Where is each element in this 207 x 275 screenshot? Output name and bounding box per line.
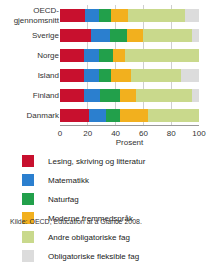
svg-text:Danmark: Danmark: [27, 111, 60, 120]
svg-text:Finland: Finland: [33, 91, 59, 100]
svg-text:40: 40: [111, 129, 120, 138]
svg-text:20: 20: [83, 129, 92, 138]
svg-text:80: 80: [167, 129, 176, 138]
svg-text:Naturfag: Naturfag: [48, 195, 79, 204]
svg-text:100: 100: [192, 129, 206, 138]
svg-text:Island: Island: [38, 71, 59, 80]
svg-text:Matematikk: Matematikk: [48, 176, 90, 185]
svg-text:OECD-gjennomsnitt: OECD-gjennomsnitt: [14, 6, 60, 25]
svg-text:Prosent: Prosent: [116, 138, 144, 147]
svg-text:Sverige: Sverige: [32, 31, 60, 40]
svg-text:Lesing, skriving og litteratur: Lesing, skriving og litteratur: [48, 157, 146, 166]
svg-text:Norge: Norge: [37, 51, 59, 60]
svg-text:Moderne fremmedspråk: Moderne fremmedspråk: [48, 214, 134, 223]
svg-text:60: 60: [139, 129, 148, 138]
svg-text:Andre obligatoriske fag: Andre obligatoriske fag: [48, 233, 130, 242]
svg-text:Kilde: OECD, Education at a Gl: Kilde: OECD, Education at a Glance 2008.: [10, 218, 142, 225]
svg-text:Obligatoriske fleksible fag: Obligatoriske fleksible fag: [48, 252, 139, 261]
svg-text:0: 0: [58, 129, 63, 138]
